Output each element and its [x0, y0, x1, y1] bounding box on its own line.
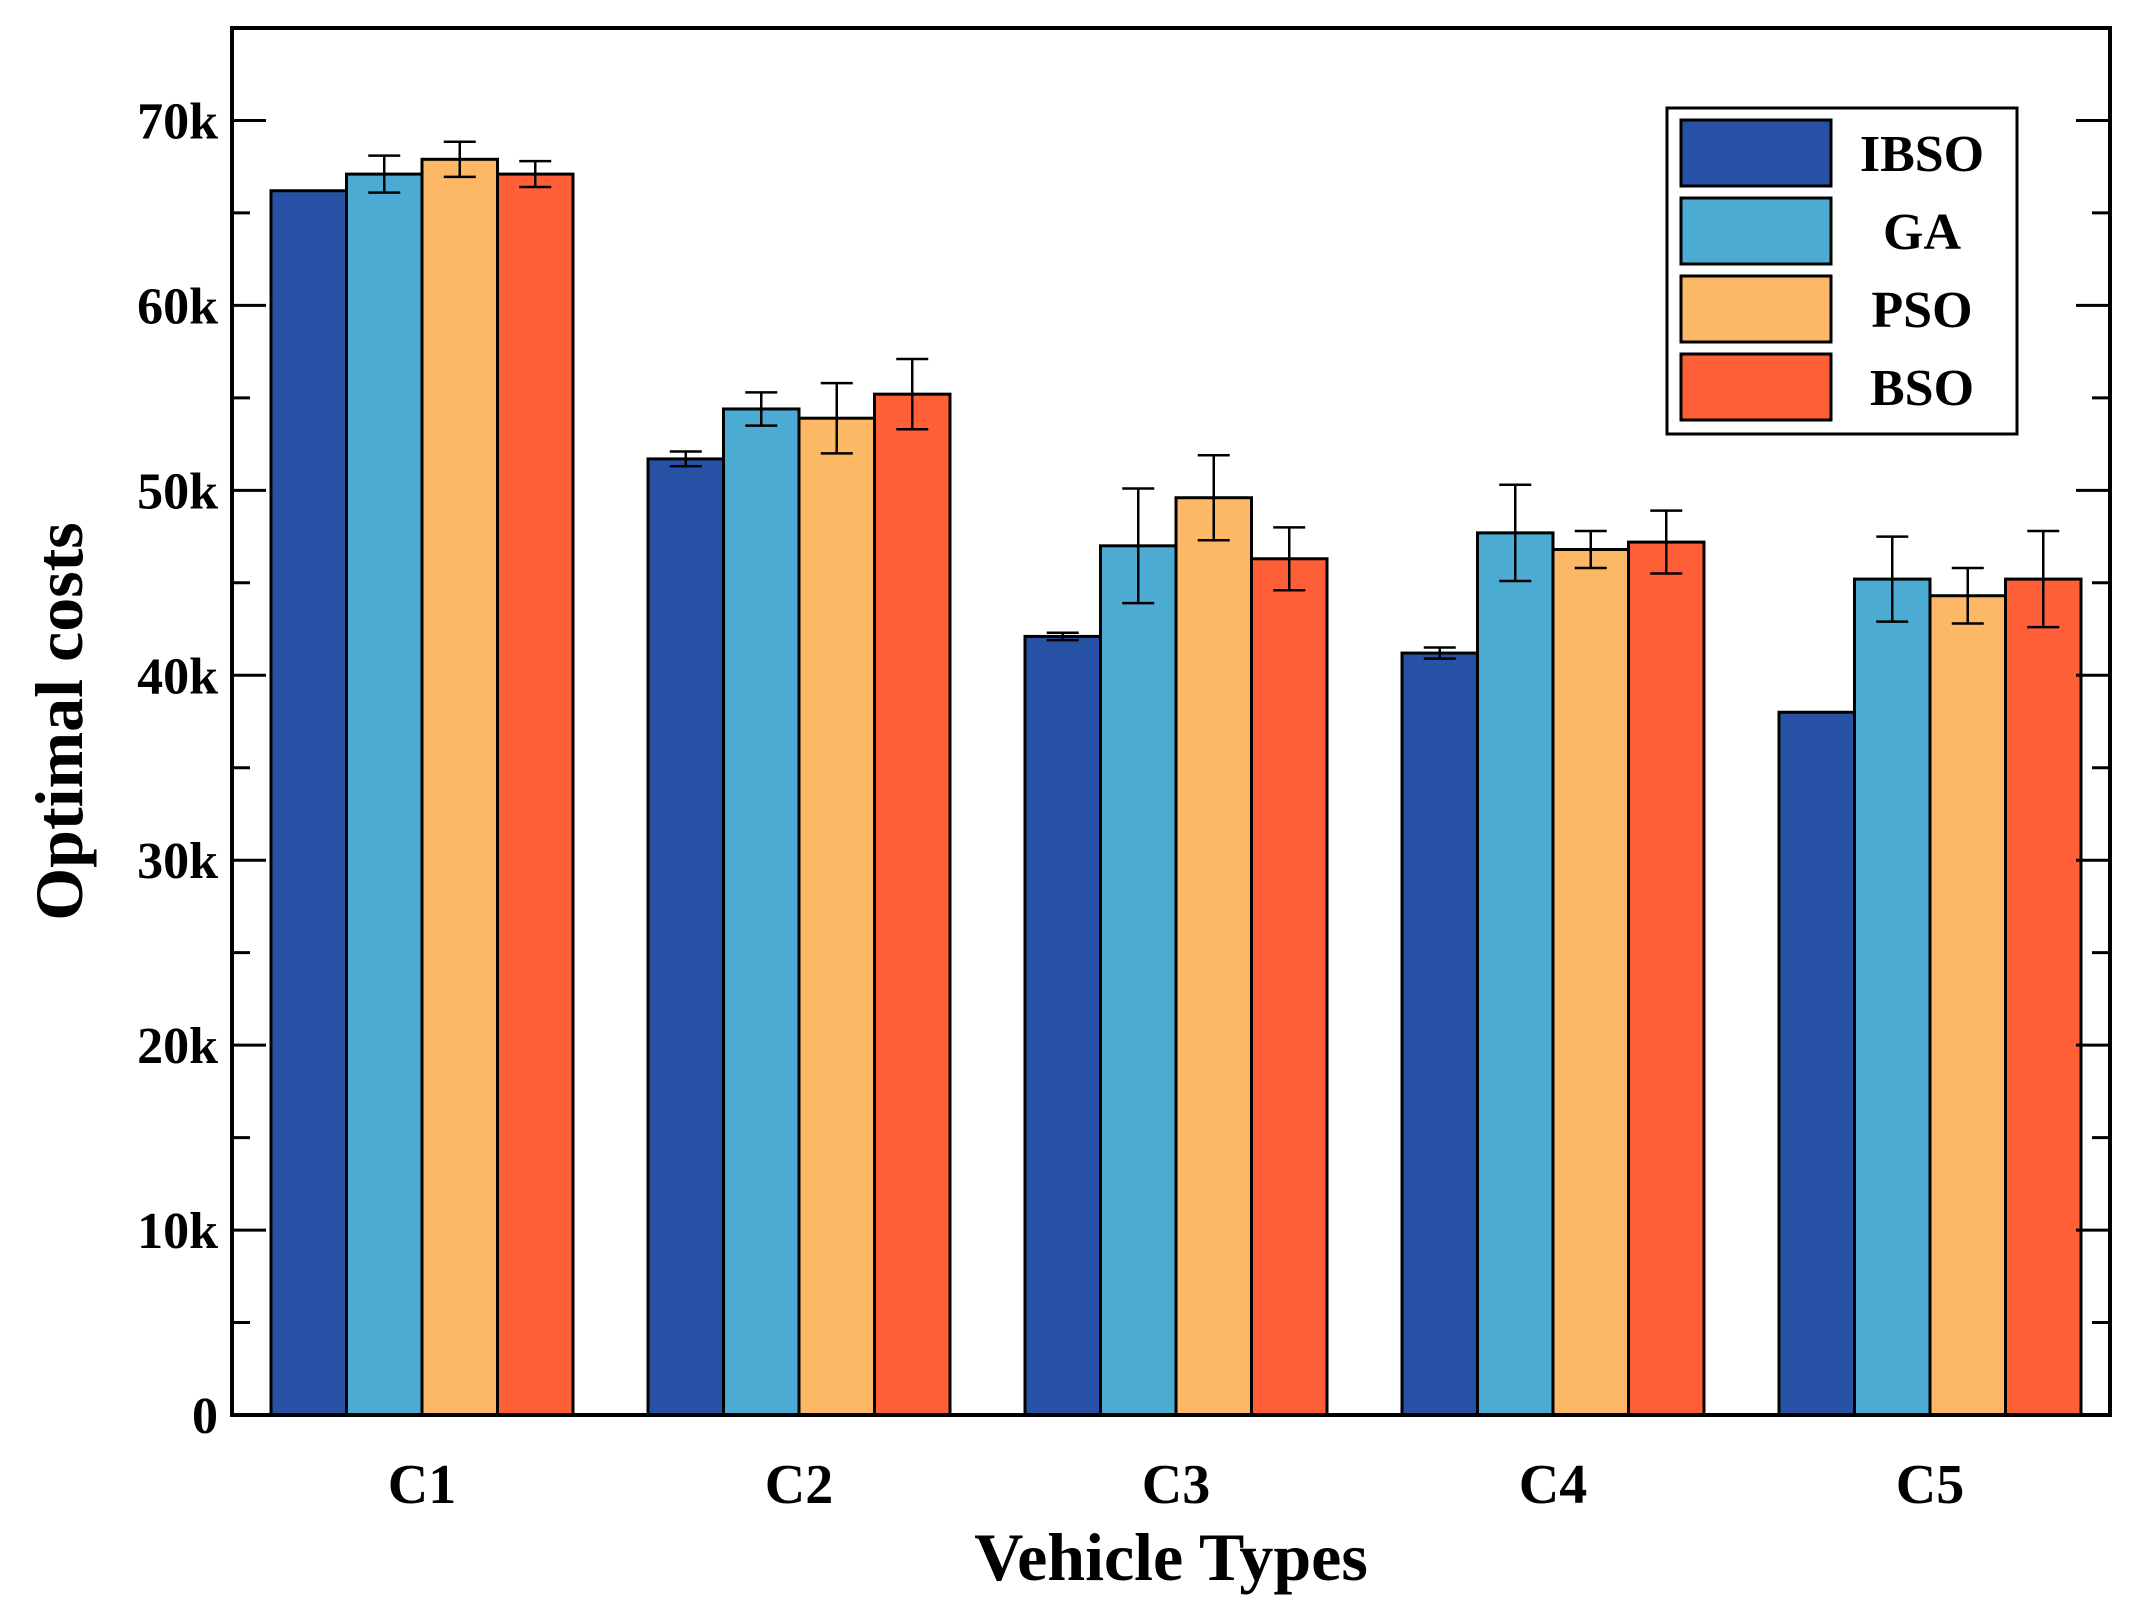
bar-ga-c3: [1099, 544, 1178, 1417]
y-tick-label: 30k: [137, 833, 218, 890]
error-bar-bso-c3: [1273, 526, 1306, 592]
bar-ibso-c3: [1023, 634, 1102, 1417]
error-bar-bso-c4: [1650, 509, 1683, 575]
error-bar-ga-c3: [1122, 487, 1155, 605]
bar-pso-c3: [1174, 496, 1253, 1417]
legend-swatch-pso: [1679, 274, 1833, 344]
legend-swatch-ibso: [1679, 118, 1833, 188]
bar-ga-c1: [345, 172, 424, 1417]
bar-ga-c5: [1853, 577, 1932, 1417]
legend-label-ibso: IBSO: [1860, 126, 1984, 183]
error-bar-ga-c2: [745, 391, 778, 427]
plot-frame: [230, 26, 2112, 1417]
legend-item-bso: BSO: [1679, 352, 1974, 422]
legend-swatch-ga: [1679, 196, 1833, 266]
error-bar-pso-c4: [1574, 529, 1607, 570]
legend-label-pso: PSO: [1871, 282, 1972, 339]
bar-ibso-c1: [269, 189, 348, 1417]
legend-item-pso: PSO: [1679, 274, 1973, 344]
x-axis-title: Vehicle Types: [974, 1519, 1368, 1595]
legend-swatch-bso: [1679, 352, 1833, 422]
error-bar-pso-c3: [1197, 453, 1230, 542]
bar-pso-c1: [420, 157, 499, 1417]
bar-pso-c4: [1551, 548, 1630, 1417]
y-tick-label: 60k: [137, 278, 218, 335]
y-axis-title: Optimal costs: [21, 522, 97, 921]
bar-bso-c3: [1250, 557, 1329, 1417]
error-bar-ibso-c4: [1423, 646, 1456, 660]
y-tick-label: 50k: [137, 463, 218, 520]
error-bar-ibso-c2: [669, 450, 702, 468]
y-tick-label: 0: [192, 1388, 218, 1445]
bar-pso-c2: [797, 416, 876, 1417]
error-bar-ga-c5: [1876, 535, 1909, 623]
x-tick-label-c4: C4: [1519, 1454, 1587, 1516]
y-tick-label: 20k: [137, 1018, 218, 1075]
error-bar-bso-c5: [2027, 529, 2060, 629]
error-bar-pso-c2: [820, 381, 853, 455]
y-tick-label: 40k: [137, 648, 218, 705]
error-bars-layer: [368, 140, 2060, 660]
bar-ibso-c5: [1777, 710, 1856, 1417]
legend: IBSO GA PSO BSO: [1665, 106, 2019, 436]
legend-label-ga: GA: [1883, 204, 1961, 261]
legend-label-bso: BSO: [1870, 360, 1974, 417]
bar-bso-c2: [873, 392, 952, 1417]
y-axis-ticks: 0 10k 20k 30k 40k 50k 60k 70k: [137, 26, 2110, 1445]
bar-bso-c5: [2004, 577, 2083, 1417]
error-bar-bso-c1: [519, 159, 552, 189]
error-bar-bso-c2: [896, 357, 929, 431]
bar-ibso-c2: [646, 457, 725, 1417]
x-tick-label-c2: C2: [765, 1454, 833, 1516]
x-tick-label-c5: C5: [1896, 1454, 1964, 1516]
legend-item-ibso: IBSO: [1679, 118, 1984, 188]
bar-bso-c4: [1627, 540, 1706, 1417]
x-axis-labels: C1 C2 C3 C4 C5: [388, 1454, 1964, 1516]
bar-pso-c5: [1928, 594, 2007, 1417]
error-bar-ibso-c3: [1046, 631, 1079, 642]
bar-ga-c2: [722, 407, 801, 1417]
legend-item-ga: GA: [1679, 196, 1961, 266]
x-tick-label-c1: C1: [388, 1454, 456, 1516]
bar-bso-c1: [496, 172, 575, 1417]
bar-ibso-c4: [1400, 651, 1479, 1417]
error-bar-ga-c4: [1499, 483, 1532, 583]
y-tick-label: 70k: [137, 93, 218, 150]
y-tick-label: 10k: [137, 1203, 218, 1260]
bar-ga-c4: [1476, 531, 1555, 1417]
x-tick-label-c3: C3: [1142, 1454, 1210, 1516]
error-bar-pso-c5: [1951, 566, 1984, 625]
error-bar-pso-c1: [443, 140, 476, 179]
error-bar-ga-c1: [368, 154, 401, 194]
